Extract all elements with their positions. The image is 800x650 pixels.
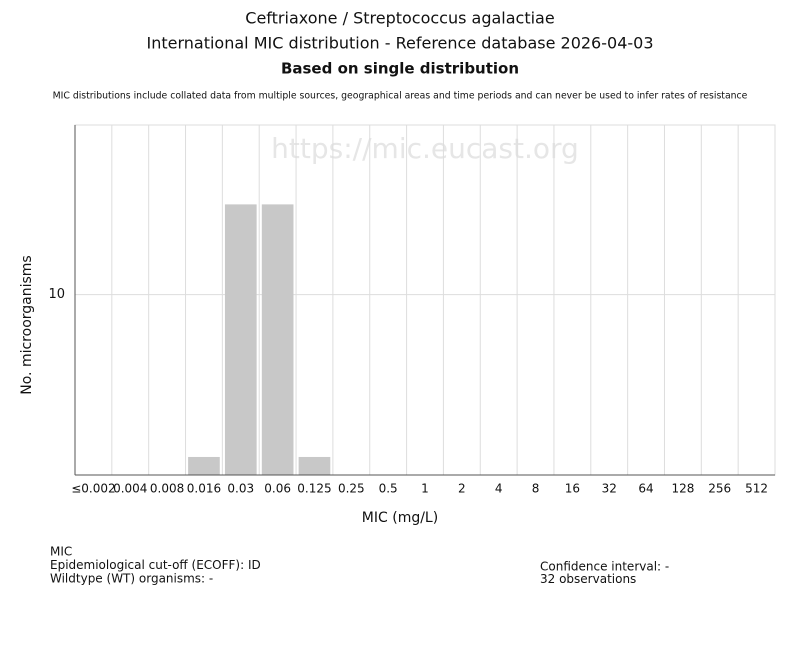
bar bbox=[188, 456, 220, 475]
bar bbox=[298, 456, 331, 475]
y-axis-label: No. microorganisms bbox=[19, 255, 35, 394]
footer-left-line: Epidemiological cut-off (ECOFF): ID bbox=[50, 558, 261, 572]
chart-title: Ceftriaxone / Streptococcus agalactiae bbox=[245, 9, 554, 28]
x-tick-label: 0.5 bbox=[379, 482, 398, 496]
x-tick-label: 128 bbox=[671, 482, 694, 496]
x-tick-label: 1 bbox=[421, 482, 429, 496]
footer-right-line: 32 observations bbox=[540, 572, 636, 586]
x-axis-label: MIC (mg/L) bbox=[362, 510, 438, 526]
x-tick-label: 2 bbox=[458, 482, 466, 496]
x-tick-label: 0.125 bbox=[297, 482, 331, 496]
chart-subtitle: International MIC distribution - Referen… bbox=[146, 34, 653, 53]
x-tick-label: 64 bbox=[638, 482, 653, 496]
chart-note: MIC distributions include collated data … bbox=[53, 91, 748, 102]
footer-left-line: MIC bbox=[50, 545, 72, 559]
x-tick-label: 4 bbox=[495, 482, 503, 496]
x-tick-label: 0.06 bbox=[264, 482, 291, 496]
x-tick-label: 16 bbox=[565, 482, 580, 496]
x-tick-label: ≤0.002 bbox=[71, 482, 115, 496]
x-tick-label: 512 bbox=[745, 482, 768, 496]
x-tick-label: 0.004 bbox=[113, 482, 147, 496]
footer-right-line: Confidence interval: - bbox=[540, 560, 669, 574]
bar bbox=[224, 204, 257, 475]
x-tick-label: 32 bbox=[602, 482, 617, 496]
x-tick-label: 256 bbox=[708, 482, 731, 496]
x-tick-label: 0.008 bbox=[150, 482, 184, 496]
chart-heading: Based on single distribution bbox=[281, 60, 519, 78]
x-tick-label: 8 bbox=[532, 482, 540, 496]
watermark: https://mic.eucast.org bbox=[271, 132, 579, 165]
bar bbox=[261, 204, 294, 475]
y-tick-label: 10 bbox=[48, 287, 65, 302]
x-tick-label: 0.016 bbox=[187, 482, 221, 496]
x-tick-label: 0.25 bbox=[338, 482, 365, 496]
x-tick-label: 0.03 bbox=[227, 482, 254, 496]
footer-left-line: Wildtype (WT) organisms: - bbox=[50, 572, 213, 586]
